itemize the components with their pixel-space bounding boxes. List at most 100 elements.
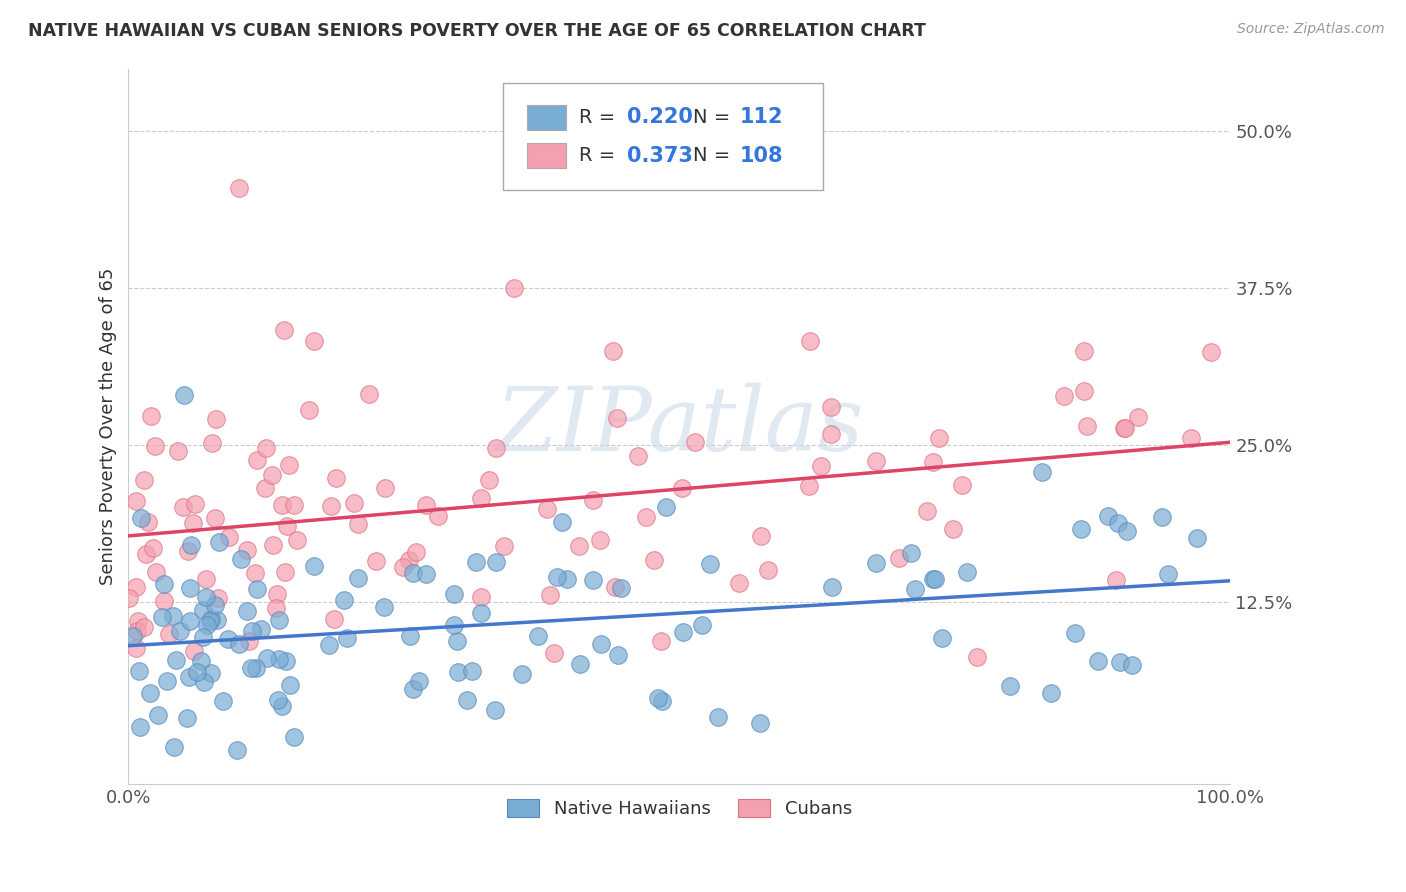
- Point: [510, 667, 533, 681]
- Point: [321, 499, 343, 513]
- Point: [183, 644, 205, 658]
- Text: 112: 112: [740, 107, 783, 128]
- Point: [1116, 524, 1139, 538]
- Point: [922, 572, 945, 586]
- Point: [1105, 574, 1128, 588]
- Point: [606, 410, 628, 425]
- Point: [799, 334, 821, 349]
- Point: [333, 592, 356, 607]
- Point: [325, 470, 347, 484]
- Point: [243, 566, 266, 581]
- Point: [671, 481, 693, 495]
- Point: [1114, 421, 1136, 435]
- Point: [443, 587, 465, 601]
- Point: [242, 624, 264, 639]
- Point: [127, 614, 149, 628]
- Point: [589, 637, 612, 651]
- Point: [485, 555, 508, 569]
- Point: [690, 618, 713, 632]
- Point: [1076, 418, 1098, 433]
- Point: [204, 598, 226, 612]
- Point: [799, 478, 821, 492]
- Point: [245, 661, 267, 675]
- Point: [373, 599, 395, 614]
- Point: [205, 412, 228, 426]
- Point: [246, 582, 269, 596]
- Point: [647, 690, 669, 705]
- Point: [950, 478, 973, 492]
- Point: [169, 624, 191, 639]
- Point: [408, 674, 430, 689]
- Point: [503, 281, 526, 295]
- Point: [865, 557, 887, 571]
- Point: [915, 504, 938, 518]
- Point: [655, 500, 678, 515]
- Point: [229, 551, 252, 566]
- Point: [1185, 531, 1208, 545]
- Point: [184, 497, 207, 511]
- Point: [494, 539, 516, 553]
- Point: [193, 630, 215, 644]
- Point: [201, 435, 224, 450]
- Point: [318, 638, 340, 652]
- Point: [602, 343, 624, 358]
- Point: [405, 545, 427, 559]
- Point: [200, 612, 222, 626]
- Point: [484, 703, 506, 717]
- Point: [304, 559, 326, 574]
- Point: [1128, 409, 1150, 424]
- Point: [200, 666, 222, 681]
- FancyBboxPatch shape: [527, 104, 565, 129]
- Point: [267, 613, 290, 627]
- Point: [273, 323, 295, 337]
- Point: [195, 572, 218, 586]
- Point: [278, 678, 301, 692]
- Point: [749, 528, 772, 542]
- Point: [118, 591, 141, 606]
- Point: [346, 571, 368, 585]
- Point: [274, 654, 297, 668]
- Point: [443, 618, 465, 632]
- Point: [143, 439, 166, 453]
- Point: [186, 665, 208, 679]
- Point: [607, 648, 630, 662]
- Point: [1073, 384, 1095, 398]
- Point: [271, 498, 294, 512]
- Point: [267, 652, 290, 666]
- Point: [166, 444, 188, 458]
- Point: [150, 609, 173, 624]
- Point: [155, 673, 177, 688]
- Y-axis label: Seniors Poverty Over the Age of 65: Seniors Poverty Over the Age of 65: [100, 268, 117, 585]
- Point: [152, 577, 174, 591]
- FancyBboxPatch shape: [527, 144, 565, 169]
- Point: [998, 679, 1021, 693]
- Point: [173, 388, 195, 402]
- Point: [1073, 343, 1095, 358]
- Point: [568, 657, 591, 672]
- Point: [208, 534, 231, 549]
- FancyBboxPatch shape: [503, 83, 823, 190]
- Point: [132, 473, 155, 487]
- Point: [253, 481, 276, 495]
- Point: [195, 618, 218, 632]
- Point: [193, 674, 215, 689]
- Point: [302, 334, 325, 349]
- Point: [1199, 345, 1222, 359]
- Point: [1150, 510, 1173, 524]
- Point: [683, 434, 706, 449]
- Point: [180, 538, 202, 552]
- Point: [456, 693, 478, 707]
- Point: [543, 646, 565, 660]
- Point: [1107, 516, 1129, 530]
- Point: [145, 565, 167, 579]
- Point: [568, 539, 591, 553]
- Point: [470, 607, 492, 621]
- Point: [651, 694, 673, 708]
- Point: [922, 454, 945, 468]
- Point: [125, 493, 148, 508]
- Point: [218, 531, 240, 545]
- Point: [212, 694, 235, 708]
- Point: [153, 594, 176, 608]
- Point: [942, 522, 965, 536]
- Point: [820, 401, 842, 415]
